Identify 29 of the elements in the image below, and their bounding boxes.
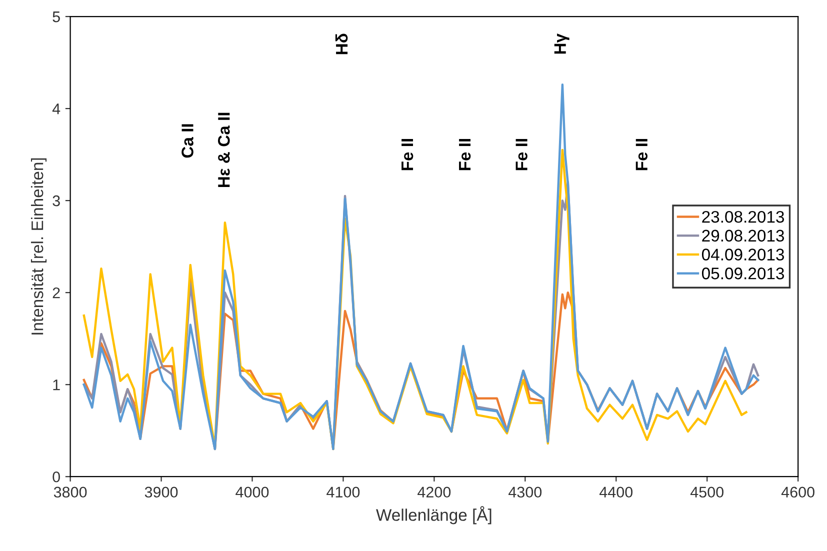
x-axis-title: Wellenlänge [Å] bbox=[376, 506, 492, 524]
legend-label: 29.08.2013 bbox=[702, 230, 784, 242]
x-tick-label: 3800 bbox=[54, 486, 87, 498]
y-tick-label: 4 bbox=[52, 104, 60, 114]
x-tick-label: 4400 bbox=[599, 486, 633, 498]
y-tick-label: 5 bbox=[52, 12, 60, 22]
x-tick-label: 4500 bbox=[690, 486, 724, 498]
x-tick-label: 4600 bbox=[781, 486, 814, 498]
annotation: Hγ bbox=[554, 34, 570, 54]
y-tick-label: 3 bbox=[52, 195, 60, 206]
x-tick-label: 4000 bbox=[236, 486, 269, 498]
annotation: Hε & Ca II bbox=[218, 112, 230, 188]
x-tick-label: 4300 bbox=[508, 486, 542, 498]
annotation: Fe II bbox=[459, 139, 471, 170]
legend-label: 05.09.2013 bbox=[702, 268, 784, 280]
annotation: Hδ bbox=[335, 34, 348, 54]
annotation: Fe II bbox=[636, 139, 648, 170]
annotation: Fe II bbox=[402, 139, 414, 170]
annotation: Fe II bbox=[516, 139, 528, 170]
annotation: Ca II bbox=[182, 124, 194, 158]
y-tick-label: 1 bbox=[53, 380, 60, 390]
y-tick-label: 2 bbox=[52, 287, 60, 298]
x-tick-label: 4200 bbox=[418, 486, 451, 498]
x-tick-label: 3900 bbox=[144, 486, 178, 498]
y-tick-label: 0 bbox=[52, 471, 60, 482]
x-tick-label: 4100 bbox=[326, 486, 360, 498]
legend-label: 23.08.2013 bbox=[702, 210, 784, 223]
y-axis-title: Intensität [rel. Einheiten] bbox=[30, 158, 47, 334]
legend-label: 04.09.2013 bbox=[702, 248, 784, 260]
